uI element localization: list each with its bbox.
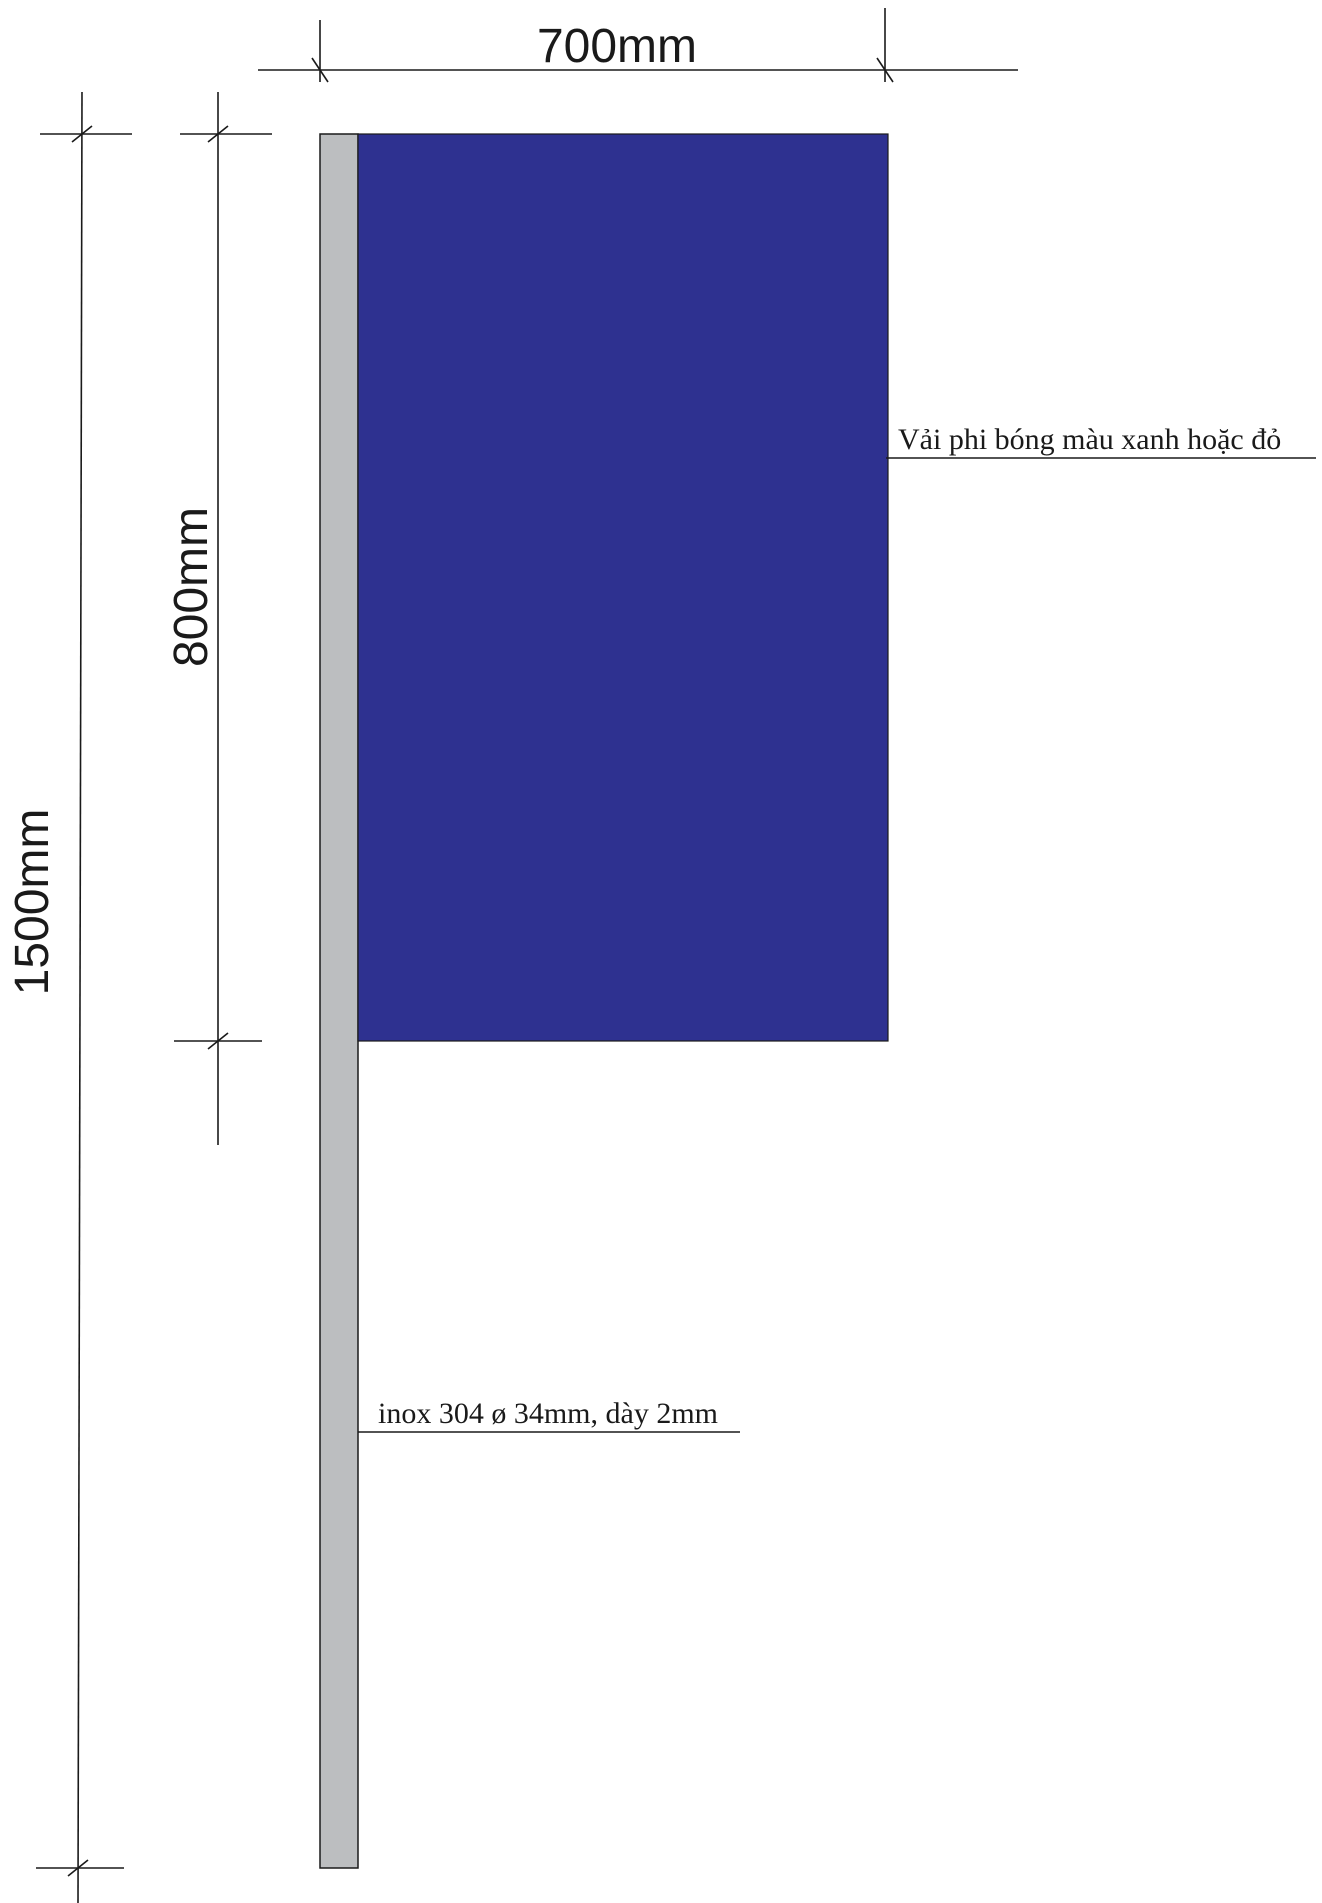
fabric-note: Vải phi bóng màu xanh hoặc đỏ xyxy=(898,423,1281,456)
fabric-callout: Vải phi bóng màu xanh hoặc đỏ xyxy=(886,423,1316,459)
width-label: 700mm xyxy=(537,20,697,73)
flag-height-dimension: 800mm xyxy=(165,92,272,1145)
width-dimension: 700mm xyxy=(258,8,1018,83)
pole-callout: inox 304 ø 34mm, dày 2mm xyxy=(358,1397,740,1433)
flag-fabric xyxy=(357,133,889,1042)
total-height-label: 1500mm xyxy=(6,809,59,996)
pole xyxy=(319,133,359,1869)
flag-height-label: 800mm xyxy=(165,507,218,667)
pole-note: inox 304 ø 34mm, dày 2mm xyxy=(378,1397,718,1430)
total-height-dimension: 1500mm xyxy=(6,91,132,1903)
